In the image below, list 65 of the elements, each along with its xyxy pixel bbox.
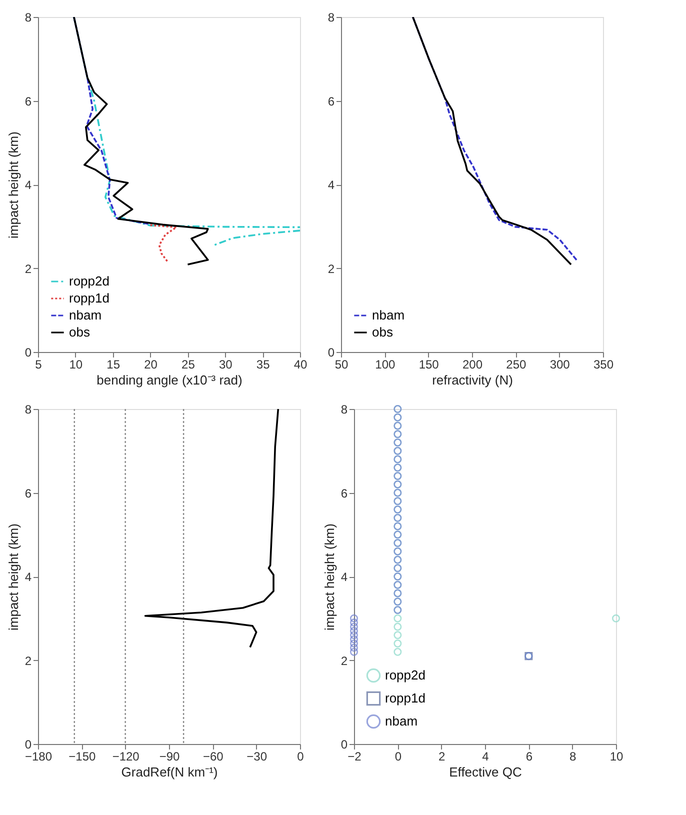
x-axis-title: bending angle (x10⁻³ rad) xyxy=(96,372,242,388)
x-tick-label: 25 xyxy=(182,358,196,372)
y-axis-title: impact height (km) xyxy=(6,132,21,238)
legend-label: ropp1d xyxy=(69,290,110,306)
y-tick-label: 2 xyxy=(24,262,32,276)
y-tick-label: 4 xyxy=(24,178,32,192)
x-tick-label: 30 xyxy=(218,358,233,372)
y-tick-label: 8 xyxy=(328,10,335,24)
x-tick-label: 20 xyxy=(144,358,158,372)
y-axis-title: impact height (km) xyxy=(6,524,21,630)
x-tick-label: 10 xyxy=(69,358,83,372)
x-tick-label: 100 xyxy=(375,358,396,372)
legend-label: ropp2d xyxy=(69,274,110,288)
y-tick-label: 6 xyxy=(328,94,335,108)
x-tick-label: −90 xyxy=(159,750,180,764)
legend-label: ropp2d xyxy=(385,668,426,682)
x-axis-title: GradRef(N km⁻¹) xyxy=(121,764,218,780)
y-tick-label: 6 xyxy=(340,486,348,500)
x-tick-label: 150 xyxy=(418,358,440,372)
x-tick-label: 10 xyxy=(610,750,624,764)
x-tick-label: 350 xyxy=(593,358,614,372)
y-tick-label: 6 xyxy=(24,486,32,500)
x-tick-label: −120 xyxy=(112,750,140,764)
x-tick-label: 5 xyxy=(35,358,42,372)
x-tick-label: 8 xyxy=(569,750,576,764)
legend-label: obs xyxy=(69,324,90,340)
x-tick-label: 0 xyxy=(297,750,304,764)
x-tick-label: 50 xyxy=(334,358,348,372)
y-tick-label: 8 xyxy=(24,10,32,24)
y-tick-label: 4 xyxy=(340,570,348,584)
legend-label: nbam xyxy=(385,714,418,728)
legend-label: nbam xyxy=(372,308,405,322)
y-tick-label: 6 xyxy=(24,94,32,108)
y-tick-label: 8 xyxy=(340,402,348,416)
x-tick-label: 250 xyxy=(506,358,526,372)
y-axis-title: impact height (km) xyxy=(322,524,337,630)
y-tick-label: 8 xyxy=(24,402,32,416)
legend-label: nbam xyxy=(69,308,102,322)
x-tick-label: −150 xyxy=(68,750,96,764)
y-tick-label: 2 xyxy=(328,262,335,276)
x-tick-label: 300 xyxy=(550,358,570,372)
x-tick-label: −60 xyxy=(202,750,224,764)
legend-label: obs xyxy=(372,324,394,340)
y-tick-label: 0 xyxy=(340,738,348,752)
x-axis-title: refractivity (N) xyxy=(432,372,513,388)
y-tick-label: 2 xyxy=(340,654,348,668)
x-axis-title: Effective QC xyxy=(449,764,522,780)
x-tick-label: 40 xyxy=(294,358,308,372)
x-tick-label: 200 xyxy=(462,358,483,372)
x-tick-label: −180 xyxy=(24,750,52,764)
x-tick-label: 35 xyxy=(256,358,270,372)
y-tick-label: 2 xyxy=(24,654,32,668)
y-tick-label: 4 xyxy=(328,178,335,192)
x-tick-label: 6 xyxy=(526,750,533,764)
x-tick-label: −2 xyxy=(348,750,362,764)
x-tick-label: 15 xyxy=(106,358,120,372)
x-tick-label: −30 xyxy=(246,750,268,764)
x-tick-label: 2 xyxy=(438,750,446,764)
y-tick-label: 4 xyxy=(24,570,32,584)
y-tick-label: 0 xyxy=(24,738,32,752)
x-tick-label: 4 xyxy=(482,750,490,764)
y-tick-label: 0 xyxy=(328,346,335,360)
legend-label: ropp1d xyxy=(385,690,426,706)
x-tick-label: 0 xyxy=(394,750,402,764)
y-tick-label: 0 xyxy=(24,346,32,360)
